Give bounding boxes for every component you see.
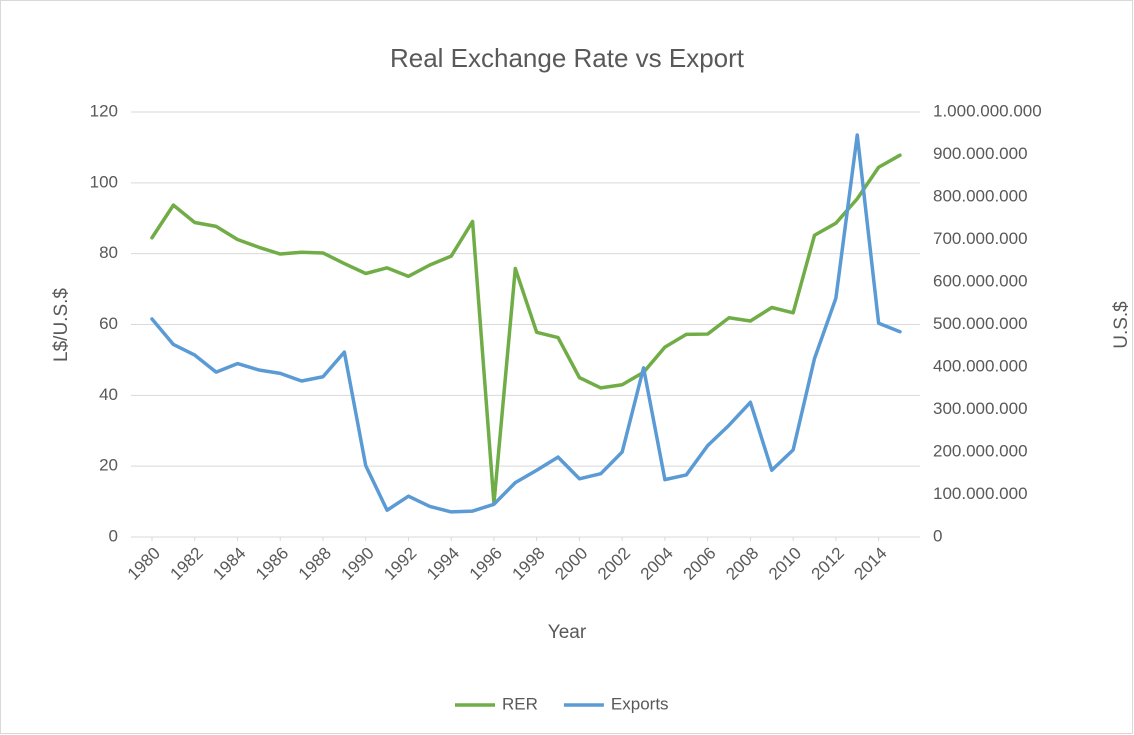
legend-label: Exports [611,694,669,713]
y-tick-label: 100 [90,172,118,191]
y-tick-label: 20 [99,456,118,475]
y-axis-title: L$/U.S.$ [51,288,72,362]
y-tick-label: 40 [99,385,118,404]
y2-tick-label: 400.000.000 [933,356,1028,375]
series-line [150,153,902,506]
y2-tick-label: 800.000.000 [933,186,1028,205]
y2-tick-label: 700.000.000 [933,229,1028,248]
y2-axis-title: U.S.$ [1111,301,1132,349]
y2-tick-label: 300.000.000 [933,399,1028,418]
chart-title: Real Exchange Rate vs Export [390,43,745,73]
y2-tick-label: 100.000.000 [933,484,1028,503]
y2-tick-label: 600.000.000 [933,271,1028,290]
y2-tick-label: 500.000.000 [933,314,1028,333]
series-line [150,133,902,514]
y-tick-label: 80 [99,243,118,262]
y2-tick-label: 0 [933,526,942,545]
y-tick-label: 60 [99,314,118,333]
y2-tick-label: 1.000.000.000 [933,101,1042,120]
x-axis-title: Year [548,622,587,643]
y2-tick-label: 200.000.000 [933,441,1028,460]
legend-label: RER [502,694,538,713]
y-tick-label: 0 [109,526,118,545]
y-tick-label: 120 [90,101,118,120]
y2-tick-label: 900.000.000 [933,144,1028,163]
